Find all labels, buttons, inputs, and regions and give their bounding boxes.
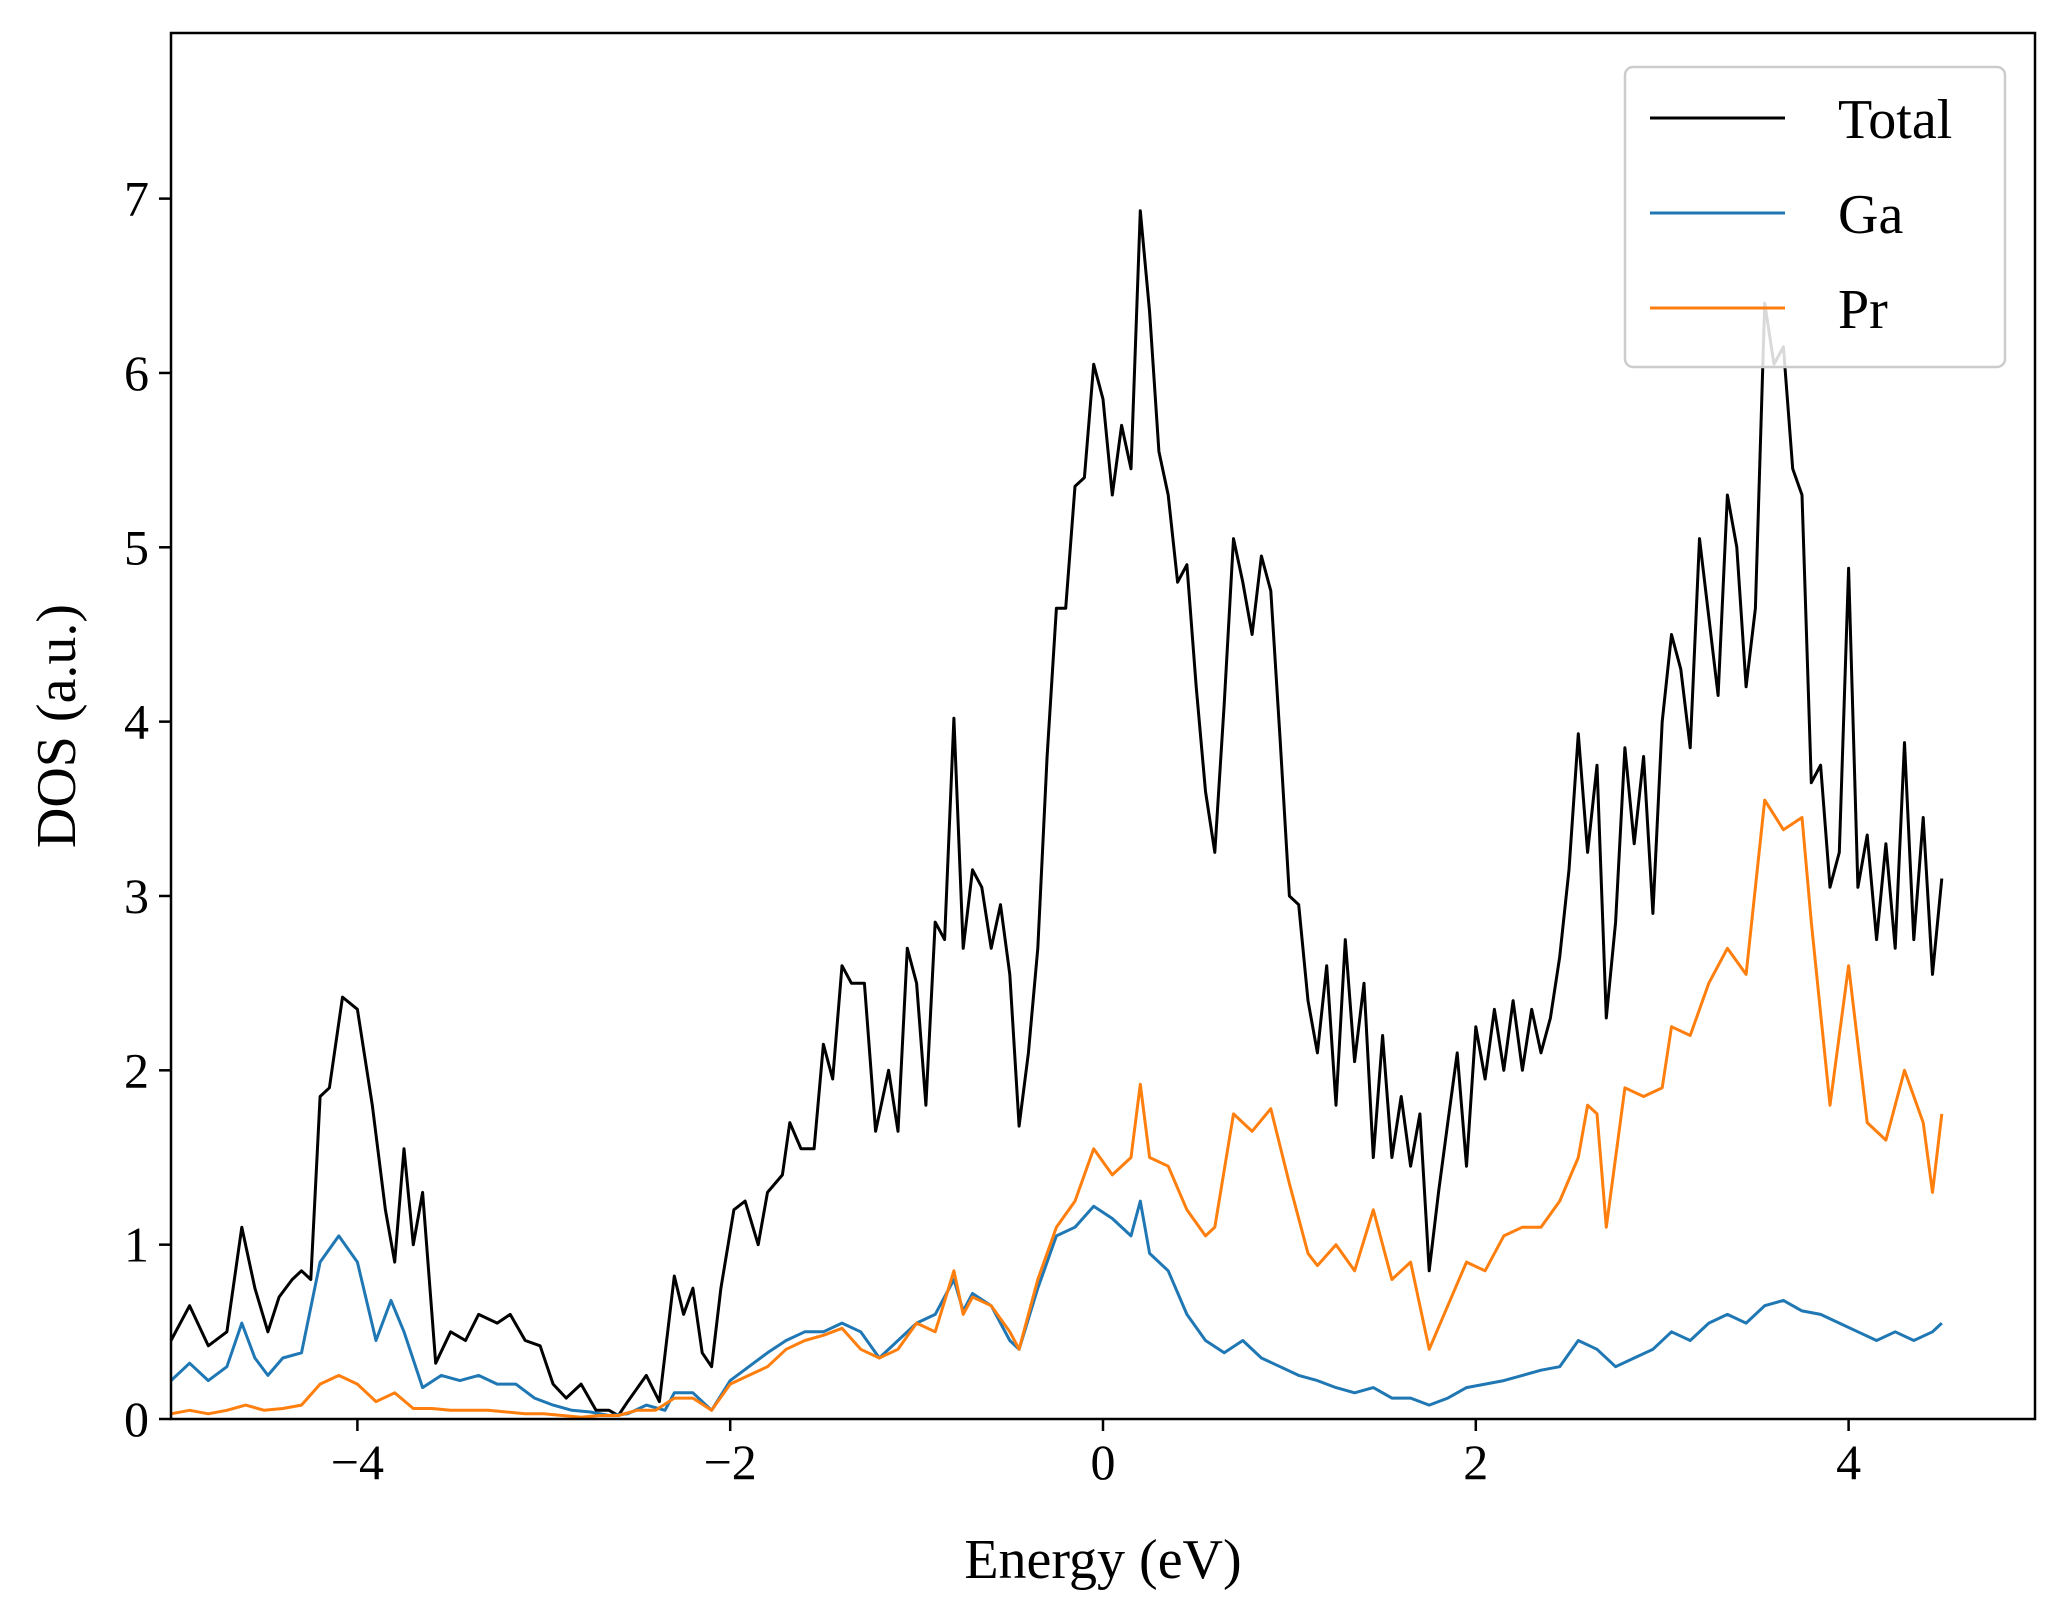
series-line-ga xyxy=(169,1199,1943,1417)
y-tick-label: 1 xyxy=(124,1217,149,1273)
y-tick-label: 3 xyxy=(124,868,149,924)
x-axis: −4 −2 0 2 4 xyxy=(331,1419,1861,1490)
y-axis-label: DOS (a.u.) xyxy=(26,604,88,848)
y-axis: 0 1 2 3 4 5 6 7 xyxy=(124,171,171,1447)
x-tick-label: −2 xyxy=(704,1434,757,1490)
x-tick-label: 0 xyxy=(1091,1434,1116,1490)
x-tick-label: 2 xyxy=(1463,1434,1488,1490)
series-layer xyxy=(169,209,1944,1419)
y-tick-label: 7 xyxy=(124,171,149,227)
series-line-total xyxy=(169,209,1944,1417)
legend: Total Ga Pr xyxy=(1623,65,2007,369)
y-tick-label: 5 xyxy=(124,519,149,575)
y-tick-label: 4 xyxy=(124,694,149,750)
legend-label-ga: Ga xyxy=(1838,184,1903,246)
x-axis-label: Energy (eV) xyxy=(964,1529,1241,1591)
legend-label-pr: Pr xyxy=(1838,279,1888,341)
x-tick-label: −4 xyxy=(331,1434,384,1490)
legend-box xyxy=(1623,65,2007,369)
y-tick-label: 2 xyxy=(124,1042,149,1098)
legend-label-total: Total xyxy=(1838,89,1952,151)
y-tick-label: 0 xyxy=(124,1391,149,1447)
x-tick-label: 4 xyxy=(1836,1434,1861,1490)
y-tick-label: 6 xyxy=(124,345,149,401)
series-line-pr xyxy=(170,798,1944,1419)
